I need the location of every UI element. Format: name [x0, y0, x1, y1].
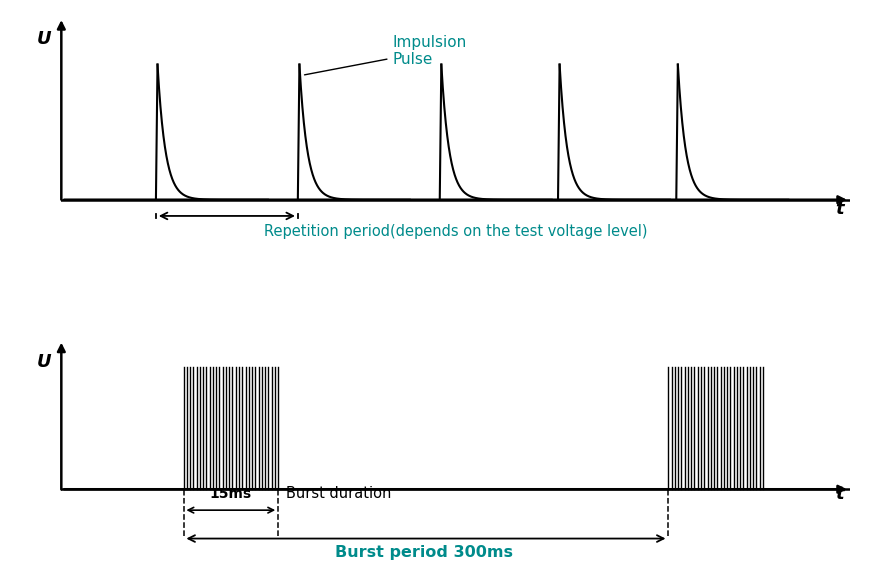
Text: U: U	[37, 353, 52, 371]
Text: Burst period 300ms: Burst period 300ms	[335, 545, 513, 559]
Text: Impulsion
Pulse: Impulsion Pulse	[305, 35, 467, 75]
Text: 15ms: 15ms	[209, 487, 252, 501]
Text: Burst duration: Burst duration	[286, 486, 392, 501]
Text: t: t	[835, 485, 844, 503]
Text: t: t	[835, 200, 844, 218]
Text: U: U	[37, 30, 52, 48]
Text: Repetition period(depends on the test voltage level): Repetition period(depends on the test vo…	[264, 224, 647, 239]
